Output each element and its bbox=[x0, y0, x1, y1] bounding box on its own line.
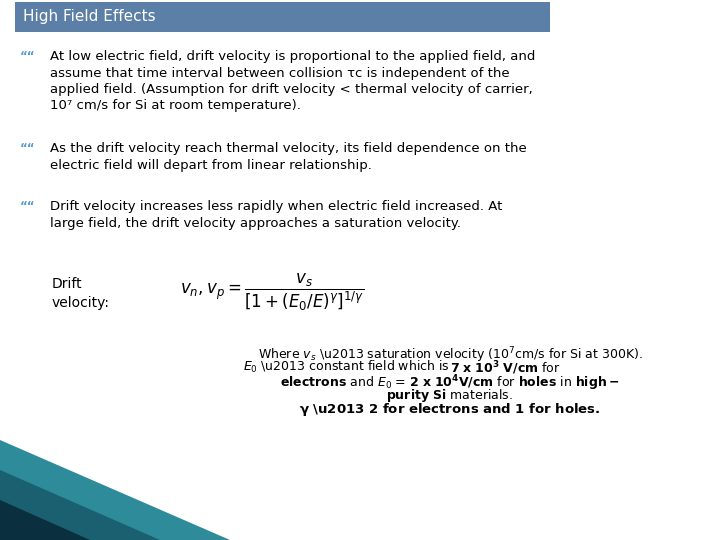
Text: $\mathbf{purity\ Si}$ materials.: $\mathbf{purity\ Si}$ materials. bbox=[387, 387, 513, 404]
Text: Drift
velocity:: Drift velocity: bbox=[52, 277, 110, 310]
Polygon shape bbox=[0, 500, 90, 540]
Text: $v_n, v_p = \dfrac{v_s}{\left[1+\left(E_0/E\right)^\gamma\right]^{1/\gamma}}$: $v_n, v_p = \dfrac{v_s}{\left[1+\left(E_… bbox=[180, 272, 364, 313]
Text: As the drift velocity reach thermal velocity, its field dependence on the
electr: As the drift velocity reach thermal velo… bbox=[50, 142, 527, 172]
Polygon shape bbox=[0, 470, 160, 540]
Text: At low electric field, drift velocity is proportional to the applied field, and
: At low electric field, drift velocity is… bbox=[50, 50, 536, 112]
Text: $E_0$ \u2013 constant field which is: $E_0$ \u2013 constant field which is bbox=[243, 359, 450, 375]
Text: ““: ““ bbox=[20, 142, 35, 155]
Text: $\mathbf{electrons}$ and $E_0$ = $\mathbf{2\ x\ 10^4V/cm}$ for $\mathbf{holes}$ : $\mathbf{electrons}$ and $E_0$ = $\mathb… bbox=[280, 373, 620, 393]
Text: Where $v_s$ \u2013 saturation velocity (10$^7$cm/s for Si at 300K).: Where $v_s$ \u2013 saturation velocity (… bbox=[258, 345, 642, 364]
Text: $\mathbf{\gamma}$ \u2013 2 for electrons and 1 for holes.: $\mathbf{\gamma}$ \u2013 2 for electrons… bbox=[300, 401, 600, 418]
Text: ““: ““ bbox=[20, 200, 35, 213]
Text: ““: ““ bbox=[20, 50, 35, 63]
Text: $\mathbf{7\ x\ 10^3\ V/cm}$ for: $\mathbf{7\ x\ 10^3\ V/cm}$ for bbox=[450, 359, 561, 376]
Polygon shape bbox=[0, 440, 230, 540]
Bar bbox=[15, 2, 550, 32]
Text: High Field Effects: High Field Effects bbox=[23, 10, 156, 24]
Text: Drift velocity increases less rapidly when electric field increased. At
large fi: Drift velocity increases less rapidly wh… bbox=[50, 200, 503, 230]
